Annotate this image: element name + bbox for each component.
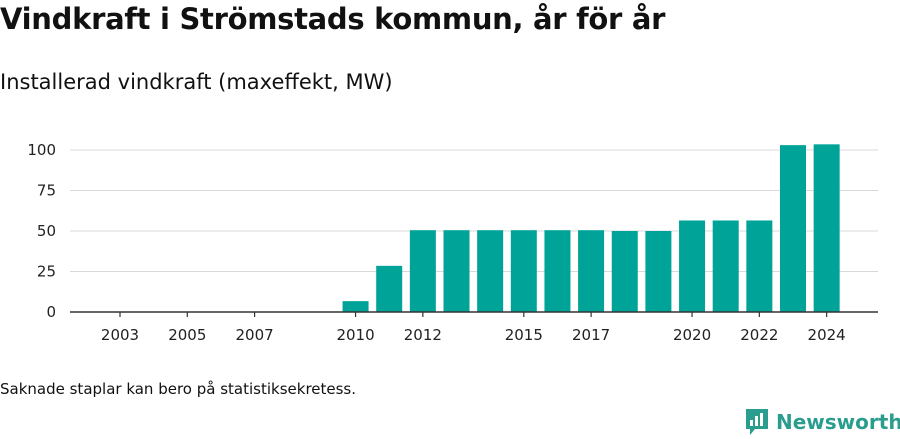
x-tick-label: 2015	[505, 326, 543, 344]
brand-logo[interactable]: Newsworthy	[744, 407, 900, 437]
y-tick-label: 100	[27, 141, 56, 159]
axes: 0 25 50 75 100 2003 2005 2007 2010 2012 2015 2017 20…	[27, 141, 878, 344]
x-tick-label: 2017	[572, 326, 610, 344]
newsworthy-logo-icon	[746, 409, 768, 435]
x-tick-label: 2003	[101, 326, 139, 344]
footnote: Saknade staplar kan bero på statistiksek…	[0, 380, 357, 398]
chart-title: Vindkraft i Strömstads kommun, år för år	[0, 2, 666, 36]
bar-2018	[611, 231, 638, 312]
bar-2015	[510, 230, 537, 312]
gridlines	[70, 149, 878, 272]
x-tick-label: 2022	[740, 326, 778, 344]
bar-2019	[645, 231, 672, 312]
brand-name: Newsworthy	[776, 410, 900, 434]
bar-2021	[712, 220, 739, 312]
bar-2011	[376, 265, 403, 312]
x-tick-label: 2007	[236, 326, 274, 344]
x-tick-label: 2010	[336, 326, 374, 344]
y-tick-label: 50	[37, 222, 56, 240]
bar-2010	[342, 301, 369, 312]
bar-2012	[409, 230, 436, 312]
x-tick-label: 2012	[404, 326, 442, 344]
y-tick-label: 0	[46, 303, 56, 321]
bar-2022	[746, 220, 773, 312]
bar-2023	[780, 145, 806, 312]
bar-2020	[679, 220, 706, 312]
bar-2016	[544, 230, 571, 312]
x-tick-label: 2020	[673, 326, 711, 344]
bar-chart: 0 25 50 75 100 2003 2005 2007 2010 2012 2015 2017 20…	[27, 141, 878, 344]
chart-subtitle: Installerad vindkraft (maxeffekt, MW)	[0, 70, 393, 94]
bar-2014	[477, 230, 504, 312]
x-tick-label: 2024	[808, 326, 846, 344]
y-tick-label: 25	[37, 263, 56, 281]
bar-2024	[813, 144, 840, 312]
x-tick-label: 2005	[168, 326, 206, 344]
y-tick-label: 75	[37, 182, 56, 200]
bar-2017	[578, 230, 605, 312]
bars	[342, 144, 840, 312]
bar-2013	[443, 230, 470, 312]
